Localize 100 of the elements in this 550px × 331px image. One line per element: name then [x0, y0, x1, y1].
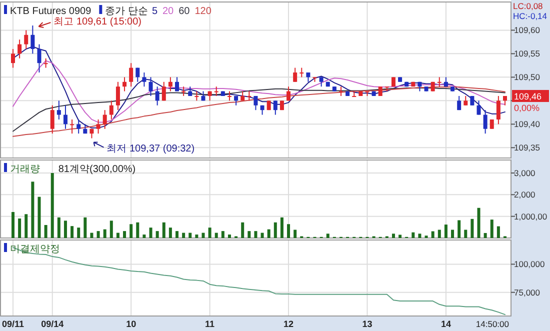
candlestick	[464, 95, 468, 106]
bar	[84, 217, 87, 238]
x-tick-label: 11	[205, 319, 215, 329]
x-tick-label: 09/11	[2, 319, 24, 329]
bar	[287, 224, 290, 238]
candlestick	[175, 76, 179, 92]
candlestick	[194, 90, 199, 102]
y-tick-label: 2,000	[514, 190, 536, 200]
bar	[496, 226, 500, 238]
bar	[418, 234, 422, 238]
bar	[77, 228, 80, 238]
candlestick	[437, 76, 442, 88]
y-tick-label: 3,000	[514, 168, 536, 178]
bar	[162, 222, 166, 238]
bar	[156, 231, 159, 238]
candlestick	[182, 86, 186, 96]
candlestick	[30, 24, 35, 54]
bar	[24, 214, 28, 238]
candlestick	[155, 86, 160, 106]
bar	[241, 222, 244, 238]
bar	[326, 234, 330, 238]
bar	[176, 231, 178, 238]
bar	[50, 173, 54, 238]
bar	[142, 234, 146, 238]
bar	[208, 228, 212, 238]
candlestick	[319, 76, 324, 88]
x-tick-label: 12	[284, 319, 294, 329]
bar	[260, 232, 264, 238]
text: HC:-0,14	[513, 11, 548, 21]
candlestick	[142, 72, 146, 88]
bar	[254, 231, 258, 238]
bar	[123, 231, 126, 238]
candlestick	[247, 90, 252, 102]
bar	[274, 222, 277, 238]
bar	[188, 232, 192, 238]
candlestick	[339, 86, 343, 96]
bar	[110, 220, 113, 238]
bar	[18, 218, 22, 238]
candlestick	[378, 86, 382, 96]
bar	[149, 228, 152, 238]
candlestick	[476, 100, 481, 116]
bar	[116, 232, 120, 238]
y-tick-label: 109,35	[514, 142, 540, 153]
candlestick	[122, 76, 127, 92]
candlestick	[63, 104, 68, 130]
chart-title: 거래량	[10, 164, 40, 175]
candlestick	[37, 44, 42, 73]
bar	[451, 230, 454, 238]
bar	[12, 212, 14, 238]
candlestick	[496, 95, 500, 125]
x-tick-label: 10	[126, 319, 136, 329]
text: 20	[162, 6, 174, 17]
bar	[38, 196, 41, 238]
candlestick	[50, 104, 54, 134]
candlestick	[24, 30, 28, 50]
text: 0,00%	[514, 102, 540, 113]
bar	[214, 232, 218, 238]
bar	[96, 231, 100, 238]
bar	[44, 225, 48, 238]
text: 60	[178, 6, 190, 17]
x-tick-label: 14	[440, 319, 451, 329]
candlestick	[352, 90, 356, 97]
legend-title: 종가 단순	[105, 6, 148, 17]
candlestick	[136, 67, 140, 82]
chart-subtitle: 81계약(300,00%)	[58, 164, 136, 175]
bar	[31, 182, 34, 238]
candlestick	[286, 86, 291, 102]
candlestick	[96, 118, 100, 134]
y-tick-label: 109,60	[514, 25, 540, 36]
bar	[484, 233, 487, 238]
candlestick	[44, 58, 48, 68]
annotation: 최고 109,61 (15:00)	[54, 16, 142, 28]
bar	[490, 220, 494, 238]
text: 109,46	[514, 91, 542, 102]
line-series	[12, 60, 506, 123]
bar	[294, 230, 297, 238]
candlestick	[273, 100, 278, 116]
bar	[168, 228, 172, 238]
bar	[202, 232, 205, 238]
text: 5	[152, 6, 158, 17]
candlestick	[109, 100, 114, 120]
y-tick-label: 100,000	[514, 259, 545, 270]
x-tick-label: 09/14	[41, 319, 64, 329]
candlestick	[102, 110, 107, 130]
bar	[182, 232, 186, 238]
candlestick	[18, 39, 22, 59]
bar	[228, 234, 231, 238]
bar	[70, 226, 74, 238]
x-tick-label: 13	[362, 319, 372, 329]
bar	[103, 229, 106, 238]
candlestick	[457, 95, 462, 111]
bar	[464, 230, 468, 238]
candlestick	[227, 90, 232, 102]
candlestick	[254, 95, 258, 111]
candlestick	[148, 76, 153, 96]
candlestick	[76, 118, 81, 134]
bar	[267, 229, 270, 238]
candlestick	[11, 48, 15, 68]
bar	[130, 224, 133, 238]
y-tick-label: 109,55	[514, 48, 540, 59]
